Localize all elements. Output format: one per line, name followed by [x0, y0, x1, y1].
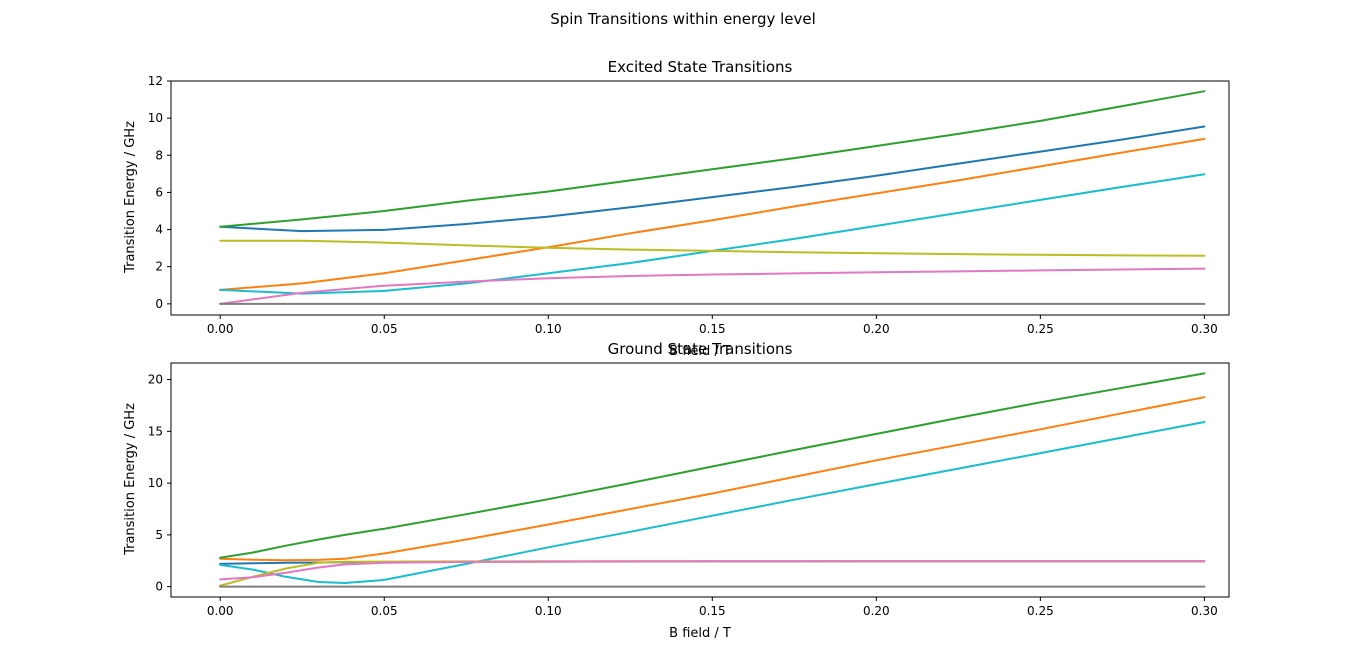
ground-x-tick-label: 0.10: [535, 604, 562, 618]
excited-y-tick-label: 2: [155, 260, 163, 274]
ground-series-line-3: [219, 372, 1206, 559]
ground-axes-frame: [170, 362, 1230, 598]
ground-x-tick-label: 0.00: [207, 604, 234, 618]
excited-x-tick-label: 0.30: [1191, 322, 1218, 336]
ground-series-line-6: [219, 560, 1206, 581]
excited-y-tick-label: 10: [148, 111, 163, 125]
ground-y-tick-label: 15: [148, 424, 163, 438]
ground-x-axis-label: B field / T: [669, 626, 731, 641]
ground-y-tick-label: 20: [148, 373, 163, 387]
excited-x-tick-label: 0.05: [371, 322, 398, 336]
figure-title: Spin Transitions within energy level: [550, 10, 816, 28]
excited-x-tick-label: 0.15: [699, 322, 726, 336]
excited-x-tick-label: 0.25: [1027, 322, 1054, 336]
excited-series-line-1: [219, 125, 1206, 233]
ground-series-group: [219, 372, 1206, 588]
excited-series-line-5: [219, 239, 1206, 257]
excited-y-axis-label: Transition Energy / GHz: [123, 121, 138, 274]
ground-y-tick-label: 5: [155, 528, 163, 542]
excited-y-tick-label: 4: [155, 223, 163, 237]
excited-y-tick-label: 12: [148, 74, 163, 88]
excited-y-tick-label: 0: [155, 297, 163, 311]
excited-x-tick-label: 0.20: [863, 322, 890, 336]
ground-x-tick-label: 0.15: [699, 604, 726, 618]
ground-x-tick-label: 0.25: [1027, 604, 1054, 618]
excited-x-tick-label: 0.10: [535, 322, 562, 336]
excited-series-line-6: [219, 267, 1206, 305]
ground-series-line-4: [219, 421, 1206, 584]
excited-x-tick-label: 0.00: [207, 322, 234, 336]
ground-chart-title: Ground State Transitions: [608, 340, 793, 358]
excited-y-tick-label: 8: [155, 148, 163, 162]
excited-chart-title: Excited State Transitions: [608, 58, 793, 76]
ground-x-tick-label: 0.20: [863, 604, 890, 618]
excited-series-group: [219, 90, 1206, 305]
ground-y-axis-label: Transition Energy / GHz: [123, 403, 138, 556]
excited-plot-area: 0.00 0.05 0.10 0.15 0.20 0.25 0.30 0 2 4 6 8 10 12: [148, 74, 1230, 336]
excited-series-line-2: [219, 137, 1206, 291]
ground-plot-area: 0.00 0.05 0.10 0.15 0.20 0.25 0.30 0 5 10 15 20: [148, 362, 1230, 618]
ground-x-tick-label: 0.05: [371, 604, 398, 618]
excited-x-axis-label: B field / T: [669, 344, 731, 359]
excited-series-line-3: [219, 90, 1206, 228]
excited-y-tick-label: 6: [155, 185, 163, 199]
ground-series-line-2: [219, 396, 1206, 562]
ground-y-tick-label: 10: [148, 476, 163, 490]
ground-y-tick-label: 0: [155, 580, 163, 594]
excited-axes-frame: [170, 80, 1230, 316]
ground-x-tick-label: 0.30: [1191, 604, 1218, 618]
